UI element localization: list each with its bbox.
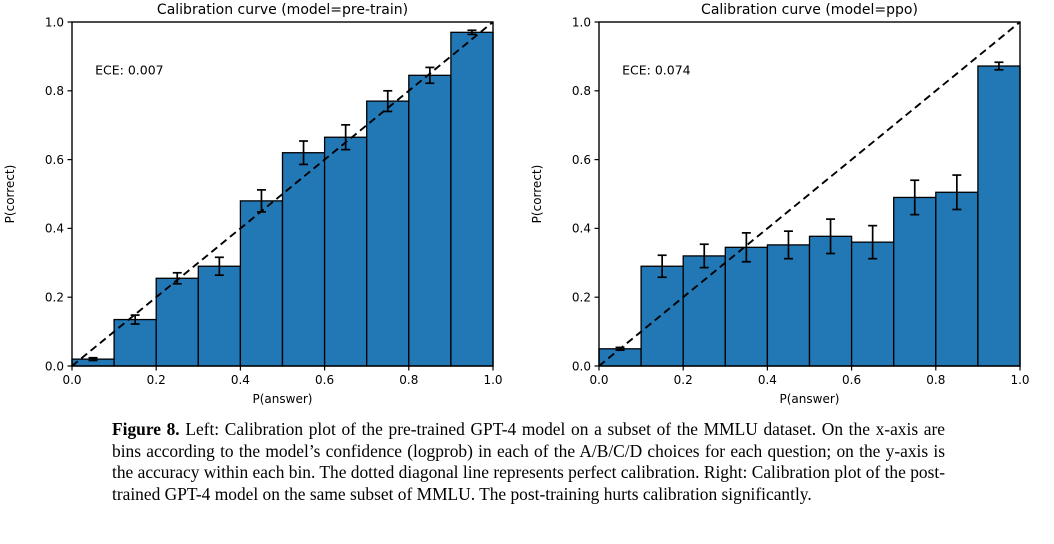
histogram-bar (197, 265, 242, 367)
x-axis-label: P(answer) (780, 392, 840, 406)
y-tick-label: 0.8 (572, 84, 591, 98)
histogram-bar (977, 65, 1021, 367)
histogram-bar (155, 277, 199, 367)
histogram-bar (323, 136, 368, 367)
calibration-chart-pre-train: 0.0 0.2 0.4 0.6 0.8 1.0 0.0 0.2 0.4 0.6 0.8 1.0 Cali… (3, 2, 503, 406)
y-axis-label: P(correct) (530, 165, 544, 224)
histogram-bar (682, 255, 726, 367)
charts-row: 0.0 0.2 0.4 0.6 0.8 1.0 0.0 0.2 0.4 0.6 0.8 1.0 Cali… (3, 2, 1030, 406)
histogram-bar (893, 196, 937, 367)
histogram-bar (450, 31, 494, 367)
x-tick-label: 0.8 (399, 373, 418, 387)
y-tick-label: 0.0 (572, 359, 591, 373)
histogram-bar (935, 191, 979, 367)
x-tick-label: 0.2 (674, 373, 693, 387)
y-tick-label: 0.4 (572, 222, 591, 236)
histogram-bar (281, 152, 326, 367)
x-tick-label: 0.4 (231, 373, 250, 387)
x-tick-label: 0.6 (315, 373, 334, 387)
histogram-bar (724, 246, 769, 367)
x-tick-label: 0.6 (842, 373, 861, 387)
histogram-bar (808, 235, 853, 367)
x-tick-label: 1.0 (1010, 373, 1029, 387)
y-tick-label: 0.4 (45, 222, 64, 236)
y-tick-label: 0.8 (45, 84, 64, 98)
x-axis-label: P(answer) (253, 392, 313, 406)
chart-title: Calibration curve (model=ppo) (701, 2, 918, 18)
x-tick-label: 0.0 (62, 373, 81, 387)
y-axis-label: P(correct) (3, 165, 17, 224)
y-tick-label: 0.0 (45, 359, 64, 373)
histogram-bar (766, 244, 811, 367)
histogram-bar (640, 265, 684, 367)
axes-box (71, 21, 494, 367)
chart-title: Calibration curve (model=pre-train) (157, 2, 408, 18)
histogram-bar (366, 100, 410, 367)
x-tick-label: 0.2 (147, 373, 166, 387)
x-tick-label: 1.0 (483, 373, 502, 387)
histogram-bar (239, 200, 284, 367)
y-tick-label: 1.0 (45, 15, 64, 29)
histogram-bar (408, 74, 452, 367)
y-tick-label: 0.6 (572, 153, 591, 167)
calibration-chart-ppo: 0.0 0.2 0.4 0.6 0.8 1.0 0.0 0.2 0.4 0.6 0.8 1.0 Cali… (530, 2, 1030, 406)
x-tick-label: 0.4 (758, 373, 777, 387)
figure-caption-text: Left: Calibration plot of the pre-traine… (112, 419, 945, 504)
x-tick-label: 0.8 (926, 373, 945, 387)
ece-annotation: ECE: 0.007 (95, 62, 164, 77)
x-tick-label: 0.0 (589, 373, 608, 387)
perfect-calibration-line (71, 21, 494, 367)
perfect-calibration-line (598, 21, 1021, 367)
y-tick-label: 0.6 (45, 153, 64, 167)
figure-caption: Figure 8. Left: Calibration plot of the … (112, 419, 945, 506)
ece-annotation: ECE: 0.074 (622, 62, 691, 77)
histogram-bar (850, 241, 895, 367)
histogram-bar (598, 348, 642, 367)
y-tick-label: 0.2 (572, 291, 591, 305)
figure-caption-label: Figure 8. (112, 419, 180, 439)
axes-box (598, 21, 1021, 367)
y-tick-label: 1.0 (572, 15, 591, 29)
y-tick-label: 0.2 (45, 291, 64, 305)
